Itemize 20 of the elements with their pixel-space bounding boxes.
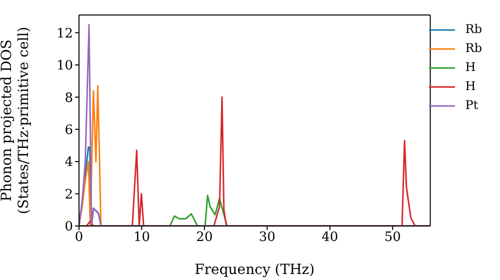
x-tick-label: 40: [322, 230, 338, 246]
y-axis-title: Phonon projected DOS (States/THz·primitive cell): [0, 26, 32, 214]
x-tick-label: 30: [258, 230, 276, 246]
legend-label: Rb: [465, 21, 482, 38]
legend-label: H: [465, 78, 476, 95]
x-tick-label: 50: [384, 230, 401, 246]
y-tick-label: 8: [64, 90, 73, 106]
legend-label: Rb: [465, 40, 482, 57]
x-axis-title: Frequency (THz): [194, 262, 315, 278]
x-tick-label: 20: [196, 230, 213, 246]
y-tick-label: 12: [56, 26, 73, 42]
y-tick-label: 10: [56, 58, 73, 74]
x-tick-label: 10: [133, 230, 150, 246]
y-tick-label: 6: [64, 122, 73, 138]
y-tick-label: 2: [64, 187, 73, 202]
x-tick-label: 0: [74, 230, 84, 246]
legend-label: Pt: [465, 97, 478, 114]
legend-label: H: [465, 59, 476, 76]
y-tick-label: 0: [64, 220, 73, 235]
y-tick-label: 4: [64, 155, 73, 170]
